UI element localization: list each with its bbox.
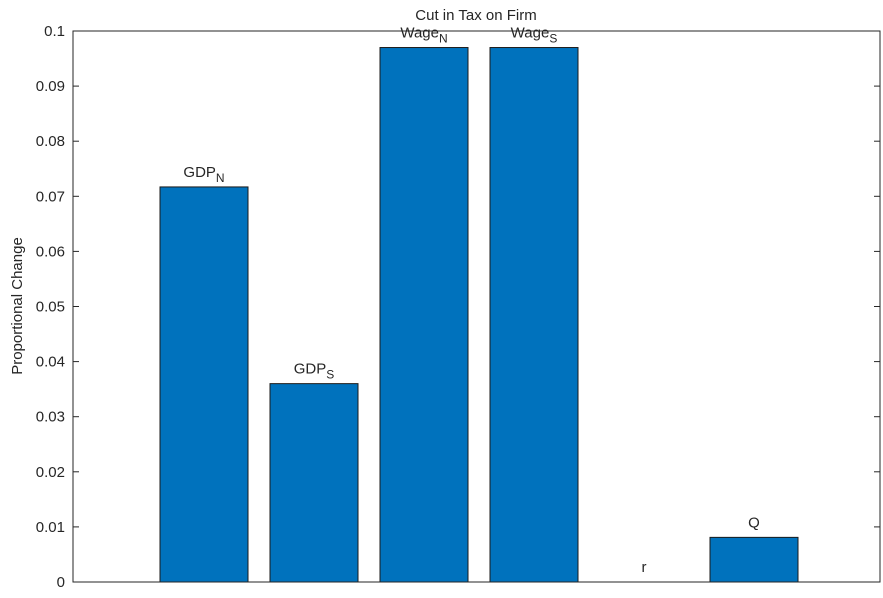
bar-label-text: Wage — [400, 25, 439, 42]
bar — [269, 383, 359, 583]
y-tick-label: 0.08 — [36, 133, 65, 150]
bar-label: r — [642, 559, 647, 576]
y-tick-label: 0.09 — [36, 78, 65, 95]
bar-label: WageN — [400, 25, 447, 46]
bar — [489, 47, 579, 583]
y-tick-label: 0.1 — [44, 23, 65, 40]
bar-label-text: r — [642, 559, 647, 576]
bar-label: GDPN — [183, 164, 224, 185]
y-axis-label: Proportional Change — [9, 237, 26, 375]
bar — [379, 47, 469, 583]
y-tick-label: 0.06 — [36, 243, 65, 260]
y-tick-label: 0.04 — [36, 354, 65, 371]
y-tick-label: 0.05 — [36, 299, 65, 316]
bar-label-text: GDP — [183, 164, 216, 181]
bar-label: WageS — [511, 25, 558, 46]
bar-label: Q — [748, 514, 760, 531]
chart-title: Cut in Tax on Firm — [415, 7, 536, 24]
axes-box — [72, 30, 881, 583]
bar-label-subscript: N — [216, 171, 225, 185]
bar — [159, 186, 249, 583]
y-tick-label: 0.03 — [36, 409, 65, 426]
bar-label-subscript: N — [439, 32, 448, 46]
bar — [709, 536, 799, 583]
bar-label: GDPS — [294, 361, 335, 382]
bar-label-text: Wage — [511, 25, 550, 42]
bar-label-subscript: S — [326, 368, 334, 382]
y-tick-label: 0.01 — [36, 519, 65, 536]
y-tick-label: 0.02 — [36, 464, 65, 481]
bar-label-text: GDP — [294, 361, 327, 378]
y-tick-label: 0 — [57, 574, 65, 591]
bar-label-text: Q — [748, 514, 760, 531]
bar-label-subscript: S — [549, 32, 557, 46]
y-tick-label: 0.07 — [36, 188, 65, 205]
